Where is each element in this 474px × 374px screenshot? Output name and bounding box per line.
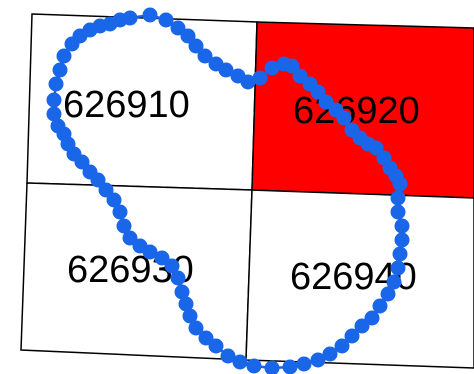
track-point-52[interactable] — [188, 320, 204, 336]
track-point-28[interactable] — [392, 176, 408, 192]
track-point-51[interactable] — [198, 330, 214, 346]
track-point-58[interactable] — [154, 250, 170, 266]
track-point-30[interactable] — [390, 204, 406, 220]
track-point-18[interactable] — [318, 94, 334, 110]
track-point-8[interactable] — [218, 62, 234, 78]
track-point-49[interactable] — [220, 348, 236, 364]
track-point-31[interactable] — [394, 218, 410, 234]
track-point-36[interactable] — [380, 286, 396, 302]
track-point-47[interactable] — [246, 358, 262, 374]
track-point-10[interactable] — [240, 74, 256, 90]
track-point-67[interactable] — [82, 164, 98, 180]
track-point-75[interactable] — [48, 76, 64, 92]
track-point-45[interactable] — [282, 359, 298, 374]
track-point-40[interactable] — [344, 328, 360, 344]
track-point-64[interactable] — [106, 192, 122, 208]
track-point-73[interactable] — [46, 106, 62, 122]
cell-label-626910: 626910 — [63, 84, 190, 126]
track-point-43[interactable] — [310, 352, 326, 368]
track-points — [46, 7, 410, 374]
track-point-14[interactable] — [284, 58, 300, 74]
track-point-54[interactable] — [178, 296, 194, 312]
track-point-37[interactable] — [372, 298, 388, 314]
track-point-55[interactable] — [174, 284, 190, 300]
track-point-2[interactable] — [158, 12, 174, 28]
track-point-77[interactable] — [56, 48, 72, 64]
track-point-44[interactable] — [296, 356, 312, 372]
track-point-60[interactable] — [132, 238, 148, 254]
track-point-57[interactable] — [164, 258, 180, 274]
track-point-4[interactable] — [180, 28, 196, 44]
track-point-41[interactable] — [334, 338, 350, 354]
track-point-48[interactable] — [232, 354, 248, 370]
track-point-62[interactable] — [116, 218, 132, 234]
track-point-76[interactable] — [52, 62, 68, 78]
track-point-12[interactable] — [264, 60, 280, 76]
track-point-63[interactable] — [112, 204, 128, 220]
track-point-15[interactable] — [292, 68, 308, 84]
track-point-1[interactable] — [142, 7, 158, 23]
track-point-20[interactable] — [336, 110, 352, 126]
track-point-29[interactable] — [390, 190, 406, 206]
track-point-56[interactable] — [170, 270, 186, 286]
track-point-83[interactable] — [112, 12, 128, 28]
track-point-6[interactable] — [197, 48, 213, 64]
track-point-38[interactable] — [364, 310, 380, 326]
track-point-65[interactable] — [98, 182, 114, 198]
track-point-33[interactable] — [392, 246, 408, 262]
track-point-35[interactable] — [386, 274, 402, 290]
track-point-74[interactable] — [46, 92, 62, 108]
track-point-46[interactable] — [264, 360, 280, 374]
track-point-42[interactable] — [322, 346, 338, 362]
track-point-3[interactable] — [170, 20, 186, 36]
track-point-34[interactable] — [390, 260, 406, 276]
track-point-32[interactable] — [394, 232, 410, 248]
track-point-61[interactable] — [122, 230, 138, 246]
track-point-11[interactable] — [252, 70, 268, 86]
grid-cell-626920[interactable] — [251, 21, 474, 199]
track-point-50[interactable] — [208, 338, 224, 354]
track-point-5[interactable] — [188, 38, 204, 54]
track-point-72[interactable] — [50, 118, 66, 134]
track-point-53[interactable] — [182, 308, 198, 324]
track-point-24[interactable] — [368, 140, 384, 156]
track-point-17[interactable] — [310, 84, 326, 100]
track-point-39[interactable] — [354, 318, 370, 334]
